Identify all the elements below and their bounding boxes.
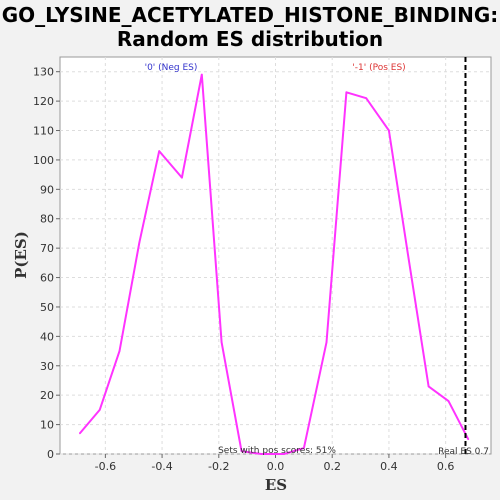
data-point [158, 150, 161, 152]
data-point [388, 129, 390, 132]
chart-title-line-2: Random ES distribution [117, 27, 383, 51]
grid-lines [60, 57, 491, 455]
y-tick-label: 100 [33, 154, 54, 167]
y-tick-label: 40 [40, 330, 54, 343]
neg-es-label: '0' (Neg ES) [145, 63, 198, 73]
data-point [200, 73, 203, 76]
x-axis-label: ES [265, 476, 287, 494]
x-tick-label: 0.2 [323, 460, 341, 473]
y-axis-label: P(ES) [12, 231, 30, 279]
y-tick-label: 70 [40, 242, 54, 255]
data-point [138, 241, 141, 244]
data-point [447, 400, 450, 402]
y-tick-label: 0 [47, 448, 54, 461]
y-tick-label: 90 [40, 183, 54, 196]
x-tick-label: -0.4 [151, 460, 172, 473]
pos-es-label: '-1' (Pos ES) [352, 63, 405, 73]
data-point [79, 432, 81, 435]
data-point [467, 438, 470, 441]
y-tick-label: 10 [40, 419, 54, 432]
y-tick-label: 30 [40, 360, 54, 373]
data-point [181, 176, 183, 179]
data-point [220, 341, 223, 344]
data-point [345, 91, 348, 94]
y-tick-label: 50 [40, 301, 54, 314]
x-tick-label: -0.6 [95, 460, 116, 473]
y-tick-label: 80 [40, 213, 54, 226]
data-point [365, 97, 368, 99]
y-axis-ticks: 0 10 20 30 40 50 60 70 80 90 100 110 120 130 [33, 66, 60, 461]
data-point [118, 350, 121, 352]
data-point [427, 385, 430, 388]
y-tick-label: 20 [40, 389, 54, 402]
y-tick-label: 120 [33, 95, 54, 108]
y-tick-label: 60 [40, 272, 54, 285]
x-axis-ticks: -0.6 -0.4 -0.2 0.0 0.2 0.4 0.6 [95, 454, 455, 473]
data-point [325, 341, 328, 344]
x-tick-label: 0.6 [437, 460, 455, 473]
series-layer [79, 73, 470, 455]
data-point [283, 453, 285, 455]
x-tick-label: 0.4 [380, 460, 398, 473]
x-tick-label: -0.2 [208, 460, 229, 473]
y-tick-label: 130 [33, 66, 54, 79]
x-tick-label: 0.0 [267, 460, 285, 473]
data-point [407, 259, 410, 261]
real-es-label: Real ES 0.7 [438, 447, 489, 457]
series-line [79, 73, 470, 455]
chart-title-line-1: GO_LYSINE_ACETYLATED_HISTONE_BINDING: [2, 3, 499, 27]
data-point [303, 447, 305, 449]
pos-scores-label: Sets with pos scores: 51% [218, 446, 336, 456]
y-tick-label: 110 [33, 125, 54, 138]
data-point [98, 409, 101, 411]
data-point [240, 450, 243, 452]
data-point [260, 453, 263, 455]
